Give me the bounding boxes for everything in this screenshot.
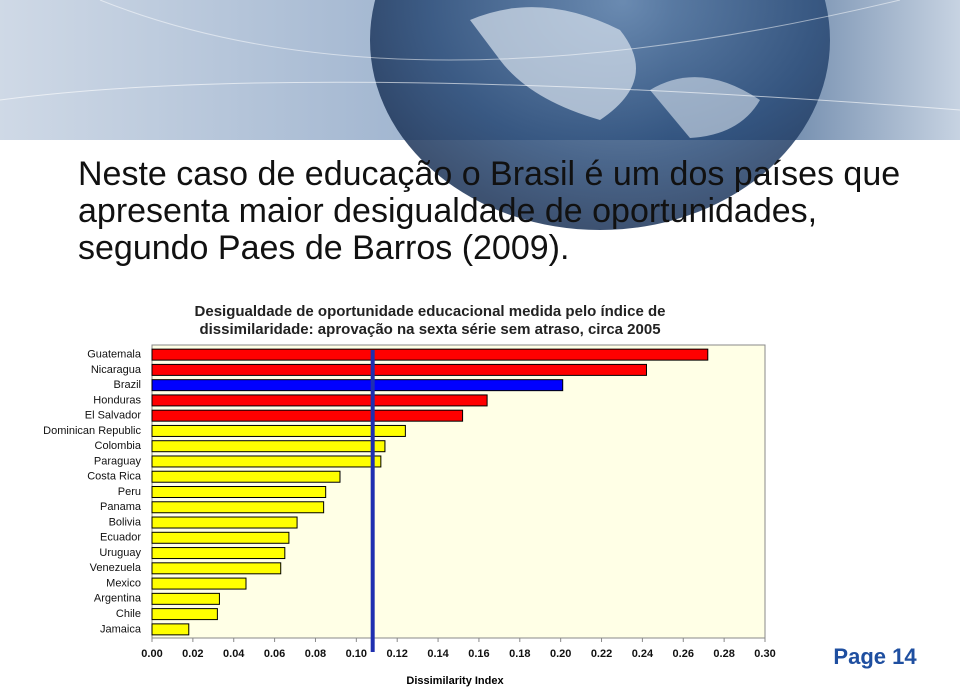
x-tick-label: 0.30 bbox=[754, 648, 775, 660]
y-tick-label: Chile bbox=[116, 608, 141, 620]
x-tick-label: 0.06 bbox=[264, 648, 285, 660]
x-tick-label: 0.20 bbox=[550, 648, 571, 660]
x-tick-label: 0.04 bbox=[223, 648, 245, 660]
bar bbox=[151, 440, 386, 453]
bar bbox=[151, 409, 464, 422]
y-tick-label: Venezuela bbox=[90, 562, 142, 574]
y-tick-label: Costa Rica bbox=[87, 471, 142, 483]
bar bbox=[151, 501, 325, 514]
bar bbox=[151, 348, 709, 361]
x-tick-label: 0.28 bbox=[713, 648, 734, 660]
bar bbox=[151, 577, 247, 590]
bar bbox=[151, 623, 190, 636]
bar bbox=[151, 470, 341, 483]
bar bbox=[151, 379, 564, 392]
bar bbox=[151, 455, 382, 468]
bar bbox=[151, 562, 282, 575]
x-tick-label: 0.00 bbox=[141, 648, 162, 660]
x-tick-label: 0.08 bbox=[305, 648, 326, 660]
bar bbox=[151, 363, 647, 376]
y-tick-label: Paraguay bbox=[94, 455, 142, 467]
chart-title-line: dissimilaridade: aprovação na sexta séri… bbox=[199, 321, 660, 338]
x-tick-label: 0.02 bbox=[182, 648, 203, 660]
x-tick-label: 0.14 bbox=[427, 648, 449, 660]
y-tick-label: Honduras bbox=[93, 394, 141, 406]
y-tick-label: Guatemala bbox=[87, 349, 142, 361]
page-number: Page 14 bbox=[833, 644, 917, 669]
slide-title-line: Neste caso de educação o Brasil é um dos… bbox=[78, 155, 900, 193]
x-tick-label: 0.16 bbox=[468, 648, 489, 660]
y-tick-label: Dominican Republic bbox=[43, 425, 141, 437]
bar bbox=[151, 592, 220, 605]
bar bbox=[151, 608, 218, 621]
slide-title-line: segundo Paes de Barros (2009). bbox=[78, 229, 569, 267]
y-tick-label: Mexico bbox=[106, 577, 141, 589]
y-tick-label: Jamaica bbox=[100, 623, 142, 635]
bar bbox=[151, 531, 290, 544]
bar bbox=[151, 486, 327, 498]
y-tick-label: Brazil bbox=[113, 379, 141, 391]
x-tick-label: 0.18 bbox=[509, 648, 530, 660]
x-tick-label: 0.10 bbox=[346, 648, 367, 660]
x-tick-label: 0.22 bbox=[591, 648, 612, 660]
banner bbox=[0, 0, 960, 230]
y-tick-label: Bolivia bbox=[109, 516, 142, 528]
bar bbox=[151, 424, 406, 437]
y-tick-label: Peru bbox=[118, 486, 141, 498]
slide-title-line: apresenta maior desigualdade de oportuni… bbox=[78, 192, 817, 230]
y-tick-label: Colombia bbox=[95, 440, 142, 452]
x-tick-label: 0.26 bbox=[673, 648, 694, 660]
bar bbox=[151, 516, 298, 529]
x-tick-label: 0.12 bbox=[386, 648, 407, 660]
chart-title-line: Desigualdade de oportunidade educacional… bbox=[195, 303, 666, 320]
y-tick-label: El Salvador bbox=[85, 410, 142, 422]
y-tick-label: Ecuador bbox=[100, 532, 141, 544]
bar bbox=[151, 394, 488, 407]
x-tick-label: 0.24 bbox=[632, 648, 654, 660]
y-tick-label: Uruguay bbox=[99, 547, 141, 559]
y-tick-label: Panama bbox=[100, 501, 142, 513]
y-tick-label: Argentina bbox=[94, 593, 142, 605]
bar bbox=[151, 547, 286, 560]
x-axis-label: Dissimilarity Index bbox=[406, 675, 504, 687]
y-tick-label: Nicaragua bbox=[91, 364, 142, 376]
